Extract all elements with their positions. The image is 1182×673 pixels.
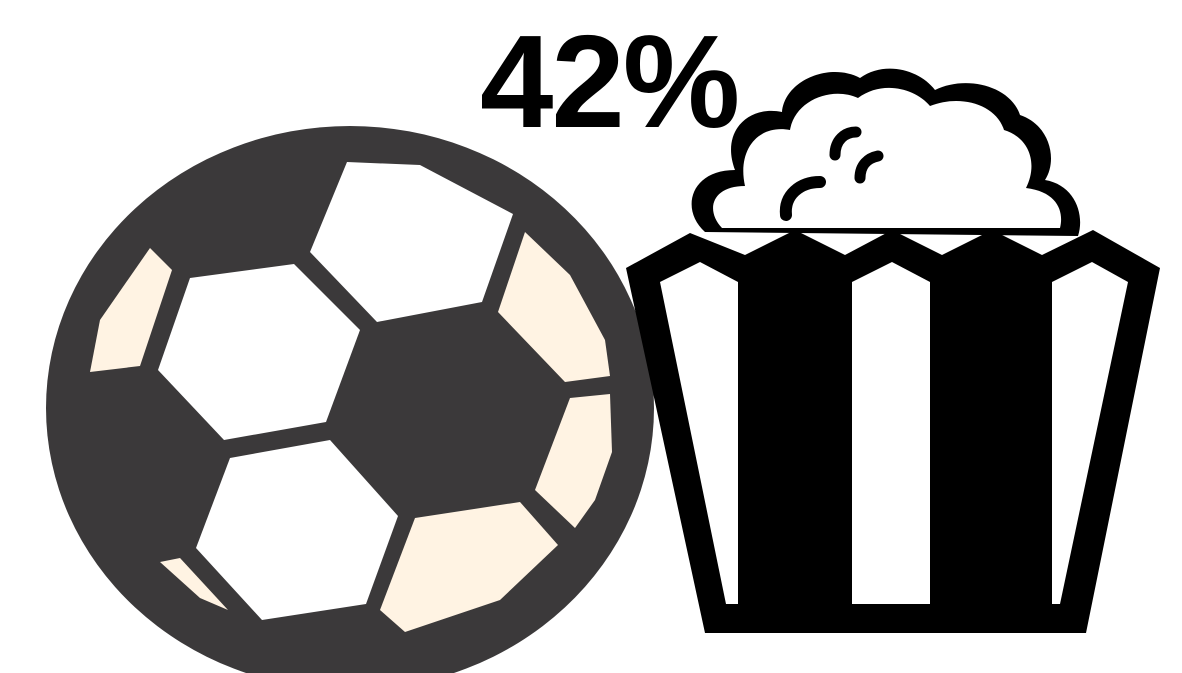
popcorn-bucket-icon — [626, 68, 1160, 633]
percentage-stat: 42% — [480, 8, 740, 155]
soccer-ball-icon — [46, 126, 654, 673]
